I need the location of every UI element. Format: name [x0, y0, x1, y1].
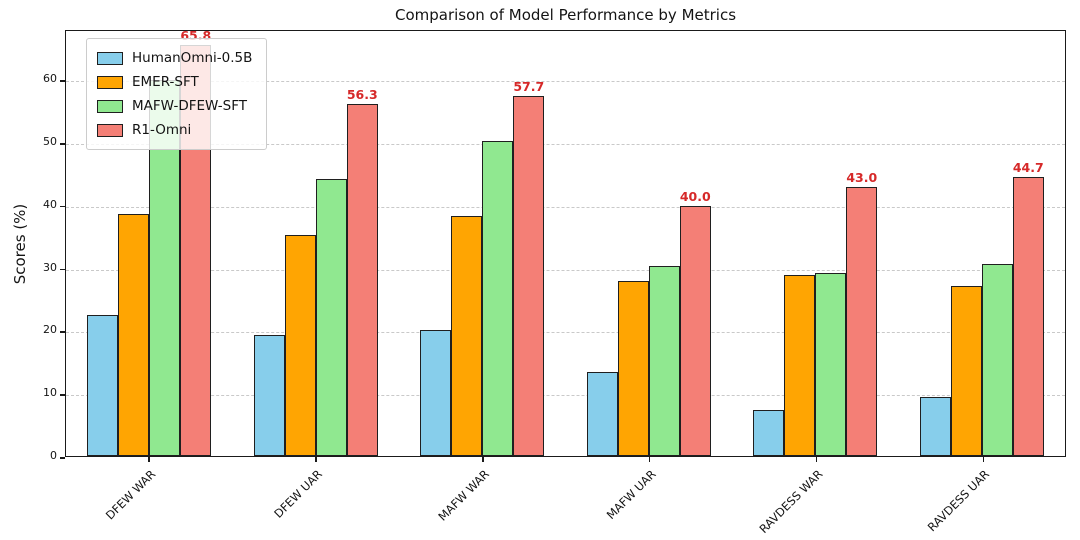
y-tick-mark [60, 80, 65, 82]
x-tick-mark [982, 457, 985, 462]
bar-r1-omni-ravdess-war: 43.0 [846, 170, 878, 456]
x-tick-label: DFEW WAR [102, 467, 159, 523]
y-tick-mark [60, 394, 65, 396]
y-tick-label: 10 [43, 386, 57, 400]
gridline-40 [66, 206, 1065, 208]
bar-mafw-dfew-sft-dfew-uar [315, 178, 347, 456]
legend-swatch [97, 75, 123, 89]
y-tick-label: 0 [50, 449, 57, 462]
bar-humanomni-0.5b-ravdess-uar [919, 397, 951, 456]
x-tick-label: RAVDESS UAR [925, 467, 993, 535]
legend-swatch [97, 51, 123, 65]
x-axis-ticks [65, 457, 1066, 463]
x-tick-label: MAFW WAR [435, 467, 492, 524]
bar-group-dfew-uar: 56.3 [233, 31, 400, 456]
bar-group-mafw-war: 57.7 [399, 31, 566, 456]
x-axis-labels: DFEW WAR DFEW UAR MAFW WAR MAFW UAR RAVDESS … [65, 458, 1066, 536]
bar-humanomni-0.5b-ravdess-war [753, 410, 785, 456]
y-tick-mark [60, 205, 65, 208]
x-tick-mark [315, 457, 317, 462]
legend-swatch [97, 99, 123, 113]
bar-humanomni-0.5b-dfew-war [87, 314, 119, 456]
bar-value-label: 40.0 [679, 188, 711, 204]
x-tick-mark [648, 457, 651, 462]
y-tick-label: 60 [43, 72, 57, 86]
x-label-slot: DFEW UAR [232, 458, 399, 528]
y-tick-label: 30 [43, 260, 57, 274]
bar-emer-sft-mafw-war [451, 216, 483, 456]
bar-mafw-dfew-sft-ravdess-war [815, 272, 847, 456]
gridline-60 [66, 81, 1065, 83]
legend-item-r1-omni: R1-Omni [97, 118, 252, 142]
gridline-30 [66, 269, 1065, 271]
bar-r1-omni-dfew-uar: 56.3 [346, 87, 378, 456]
bar-emer-sft-mafw-uar [617, 280, 649, 456]
y-axis-label: Scores (%) [11, 203, 29, 285]
y-tick-mark [60, 143, 65, 145]
legend-label: MAFW-DFEW-SFT [132, 98, 248, 114]
bar-group-mafw-uar: 40.0 [566, 31, 733, 456]
bar-mafw-dfew-sft-ravdess-uar [981, 263, 1013, 456]
bar-value-label: 43.0 [846, 170, 878, 186]
bar-group-ravdess-uar: 44.7 [899, 31, 1066, 456]
y-tick-mark [60, 331, 65, 333]
legend-label: HumanOmni-0.5B [132, 50, 253, 66]
legend-label: R1-Omni [132, 122, 192, 138]
gridline-20 [66, 332, 1065, 334]
bar-mafw-dfew-sft-mafw-war [482, 140, 514, 456]
bar-r1-omni-mafw-uar: 40.0 [679, 189, 711, 456]
bar-emer-sft-ravdess-uar [950, 286, 982, 456]
bar-humanomni-0.5b-mafw-war [420, 329, 452, 456]
y-tick-mark [60, 457, 65, 459]
bar-mafw-dfew-sft-mafw-uar [648, 266, 680, 456]
legend: HumanOmni-0.5B EMER-SFT MAFW-DFEW-SFT R1-Om… [86, 38, 268, 150]
x-tick-label: RAVDESS WAR [756, 467, 826, 536]
bar-value-label: 57.7 [513, 78, 545, 94]
legend-label: EMER-SFT [132, 74, 199, 90]
x-label-slot: RAVDESS UAR [899, 458, 1066, 534]
bar-value-label: 44.7 [1012, 159, 1044, 175]
legend-item-humanomni-0.5b: HumanOmni-0.5B [97, 46, 252, 70]
x-tick-label: DFEW UAR [271, 467, 326, 521]
bar-r1-omni-mafw-war: 57.7 [513, 79, 545, 456]
plot-area: 65.8 56.3 57.7 40.0 43.0 44.7 HumanOmni-0.5B E… [65, 28, 1066, 457]
bar-emer-sft-ravdess-war [784, 274, 816, 456]
y-tick-label: 50 [43, 135, 57, 149]
bar-humanomni-0.5b-mafw-uar [586, 371, 618, 456]
bar-r1-omni-ravdess-uar: 44.7 [1012, 160, 1044, 456]
y-tick-label: 20 [43, 323, 57, 337]
y-tick-mark [60, 268, 65, 271]
x-label-slot: MAFW WAR [399, 458, 566, 528]
bar-emer-sft-dfew-uar [284, 235, 316, 456]
x-label-slot: MAFW UAR [565, 458, 732, 528]
legend-item-emer-sft: EMER-SFT [97, 70, 252, 94]
legend-item-mafw-dfew-sft: MAFW-DFEW-SFT [97, 94, 252, 118]
legend-swatch [97, 123, 123, 137]
x-tick-label: MAFW UAR [603, 467, 659, 522]
bar-value-label: 56.3 [346, 87, 378, 103]
bar-humanomni-0.5b-dfew-uar [253, 334, 285, 456]
x-label-slot: DFEW WAR [65, 458, 232, 528]
x-tick-mark [482, 457, 484, 462]
bar-group-ravdess-war: 43.0 [732, 31, 899, 456]
bar-emer-sft-dfew-war [118, 214, 150, 456]
x-tick-mark [148, 457, 150, 462]
chart-title: Comparison of Model Performance by Metri… [394, 6, 737, 24]
x-tick-mark [815, 457, 818, 462]
y-tick-label: 40 [43, 197, 57, 211]
gridline-50 [66, 144, 1065, 146]
bars-row: 65.8 56.3 57.7 40.0 43.0 44.7 [66, 28, 1066, 456]
gridline-10 [66, 395, 1065, 397]
x-label-slot: RAVDESS WAR [732, 458, 899, 536]
